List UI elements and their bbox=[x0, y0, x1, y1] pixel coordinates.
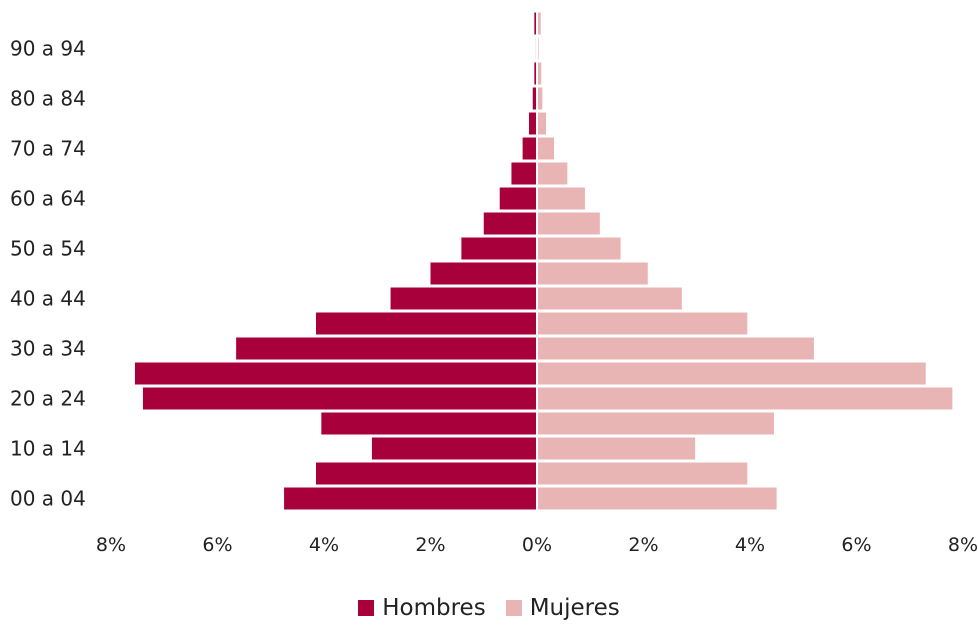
bar-hombres-20-a-24 bbox=[142, 387, 537, 410]
y-tick-label: 20 a 24 bbox=[10, 387, 86, 411]
bar-mujeres-35-a-39 bbox=[537, 312, 748, 335]
bar-mujeres-95-a-99 bbox=[537, 12, 541, 35]
bar-mujeres-80-a-84 bbox=[537, 87, 543, 110]
bar-hombres-75-a-79 bbox=[529, 112, 537, 135]
y-tick-label: 70 a 74 bbox=[10, 137, 86, 161]
bar-hombres-40-a-44 bbox=[390, 287, 537, 310]
bar-mujeres-75-a-79 bbox=[537, 112, 547, 135]
bar-mujeres-70-a-74 bbox=[537, 137, 555, 160]
bar-mujeres-15-a-19 bbox=[537, 412, 774, 435]
bar-mujeres-20-a-24 bbox=[537, 387, 953, 410]
y-tick-label: 80 a 84 bbox=[10, 87, 86, 111]
bar-mujeres-25-a-29 bbox=[537, 362, 926, 385]
y-tick-label: 00 a 04 bbox=[10, 487, 86, 511]
bar-mujeres-45-a-49 bbox=[537, 262, 648, 285]
bar-hombres-65-a-69 bbox=[511, 162, 537, 185]
bar-mujeres-00-a-04 bbox=[537, 487, 777, 510]
x-tick-label: 6% bbox=[202, 534, 232, 556]
bar-hombres-70-a-74 bbox=[522, 137, 537, 160]
x-tick-label: 6% bbox=[841, 534, 871, 556]
bar-hombres-95-a-99 bbox=[534, 12, 537, 35]
bar-mujeres-10-a-14 bbox=[537, 437, 696, 460]
y-tick-label: 40 a 44 bbox=[10, 287, 86, 311]
bar-hombres-05-a-09 bbox=[316, 462, 537, 485]
bar-hombres-30-a-34 bbox=[236, 337, 537, 360]
legend-swatch-hombres bbox=[358, 600, 375, 616]
bar-mujeres-50-a-54 bbox=[537, 237, 621, 260]
legend-label-mujeres: Mujeres bbox=[529, 595, 620, 621]
bar-mujeres-60-a-64 bbox=[537, 187, 585, 210]
bar-mujeres-65-a-69 bbox=[537, 162, 568, 185]
bar-mujeres-30-a-34 bbox=[537, 337, 814, 360]
x-tick-label: 8% bbox=[96, 534, 126, 556]
bar-hombres-35-a-39 bbox=[316, 312, 537, 335]
bar-hombres-80-a-84 bbox=[532, 87, 537, 110]
bar-hombres-45-a-49 bbox=[430, 262, 537, 285]
x-tick-label: 2% bbox=[628, 534, 658, 556]
bar-hombres-60-a-64 bbox=[499, 187, 537, 210]
y-tick-label: 10 a 14 bbox=[10, 437, 86, 461]
legend-swatch-mujeres bbox=[505, 600, 522, 616]
bar-hombres-55-a-59 bbox=[483, 212, 537, 235]
y-tick-label: 90 a 94 bbox=[10, 37, 86, 61]
bar-hombres-85-a-89 bbox=[534, 62, 537, 85]
legend: Hombres Mujeres bbox=[0, 588, 978, 628]
x-tick-label: 4% bbox=[309, 534, 339, 556]
x-tick-label: 0% bbox=[522, 534, 552, 556]
legend-item-mujeres: Mujeres bbox=[505, 595, 620, 621]
y-axis-labels: 00 a 04 10 a 14 20 a 24 30 a 34 40 a 44 50 a … bbox=[10, 37, 86, 511]
bar-mujeres-40-a-44 bbox=[537, 287, 682, 310]
y-tick-label: 50 a 54 bbox=[10, 237, 86, 261]
bar-hombres-10-a-14 bbox=[371, 437, 537, 460]
y-tick-label: 30 a 34 bbox=[10, 337, 86, 361]
bar-hombres-50-a-54 bbox=[461, 237, 537, 260]
x-tick-label: 8% bbox=[948, 534, 978, 556]
legend-label-hombres: Hombres bbox=[382, 595, 486, 621]
x-tick-label: 2% bbox=[415, 534, 445, 556]
x-axis-labels: 8% 6% 4% 2% 0% 2% 4% 6% 8% bbox=[96, 534, 978, 556]
legend-item-hombres: Hombres bbox=[358, 595, 486, 621]
bars-group bbox=[134, 12, 953, 510]
y-tick-label: 60 a 64 bbox=[10, 187, 86, 211]
x-tick-label: 4% bbox=[735, 534, 765, 556]
bar-mujeres-55-a-59 bbox=[537, 212, 600, 235]
bar-hombres-00-a-04 bbox=[284, 487, 537, 510]
bar-hombres-25-a-29 bbox=[134, 362, 537, 385]
bar-hombres-15-a-19 bbox=[321, 412, 537, 435]
bar-mujeres-85-a-89 bbox=[537, 62, 542, 85]
bar-mujeres-05-a-09 bbox=[537, 462, 748, 485]
